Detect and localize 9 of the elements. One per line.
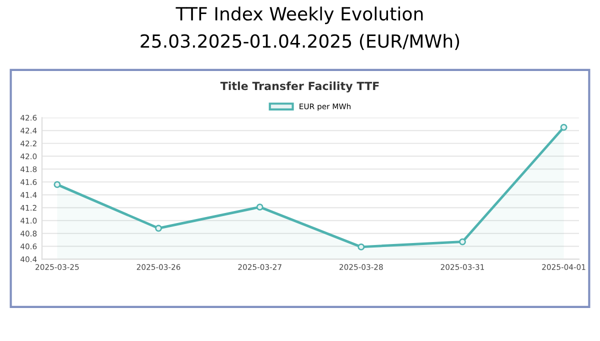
point	[256, 204, 264, 211]
chart-subtitle: 25.03.2025-01.04.2025 (EUR/MWh)	[140, 34, 460, 50]
point	[155, 224, 162, 232]
point	[358, 243, 365, 250]
text: Title Transfer Facility TTF	[220, 82, 379, 92]
chart-title: TTF Index Weekly Evolution	[176, 6, 423, 24]
point	[560, 124, 568, 131]
point	[459, 238, 466, 246]
point	[54, 181, 61, 188]
